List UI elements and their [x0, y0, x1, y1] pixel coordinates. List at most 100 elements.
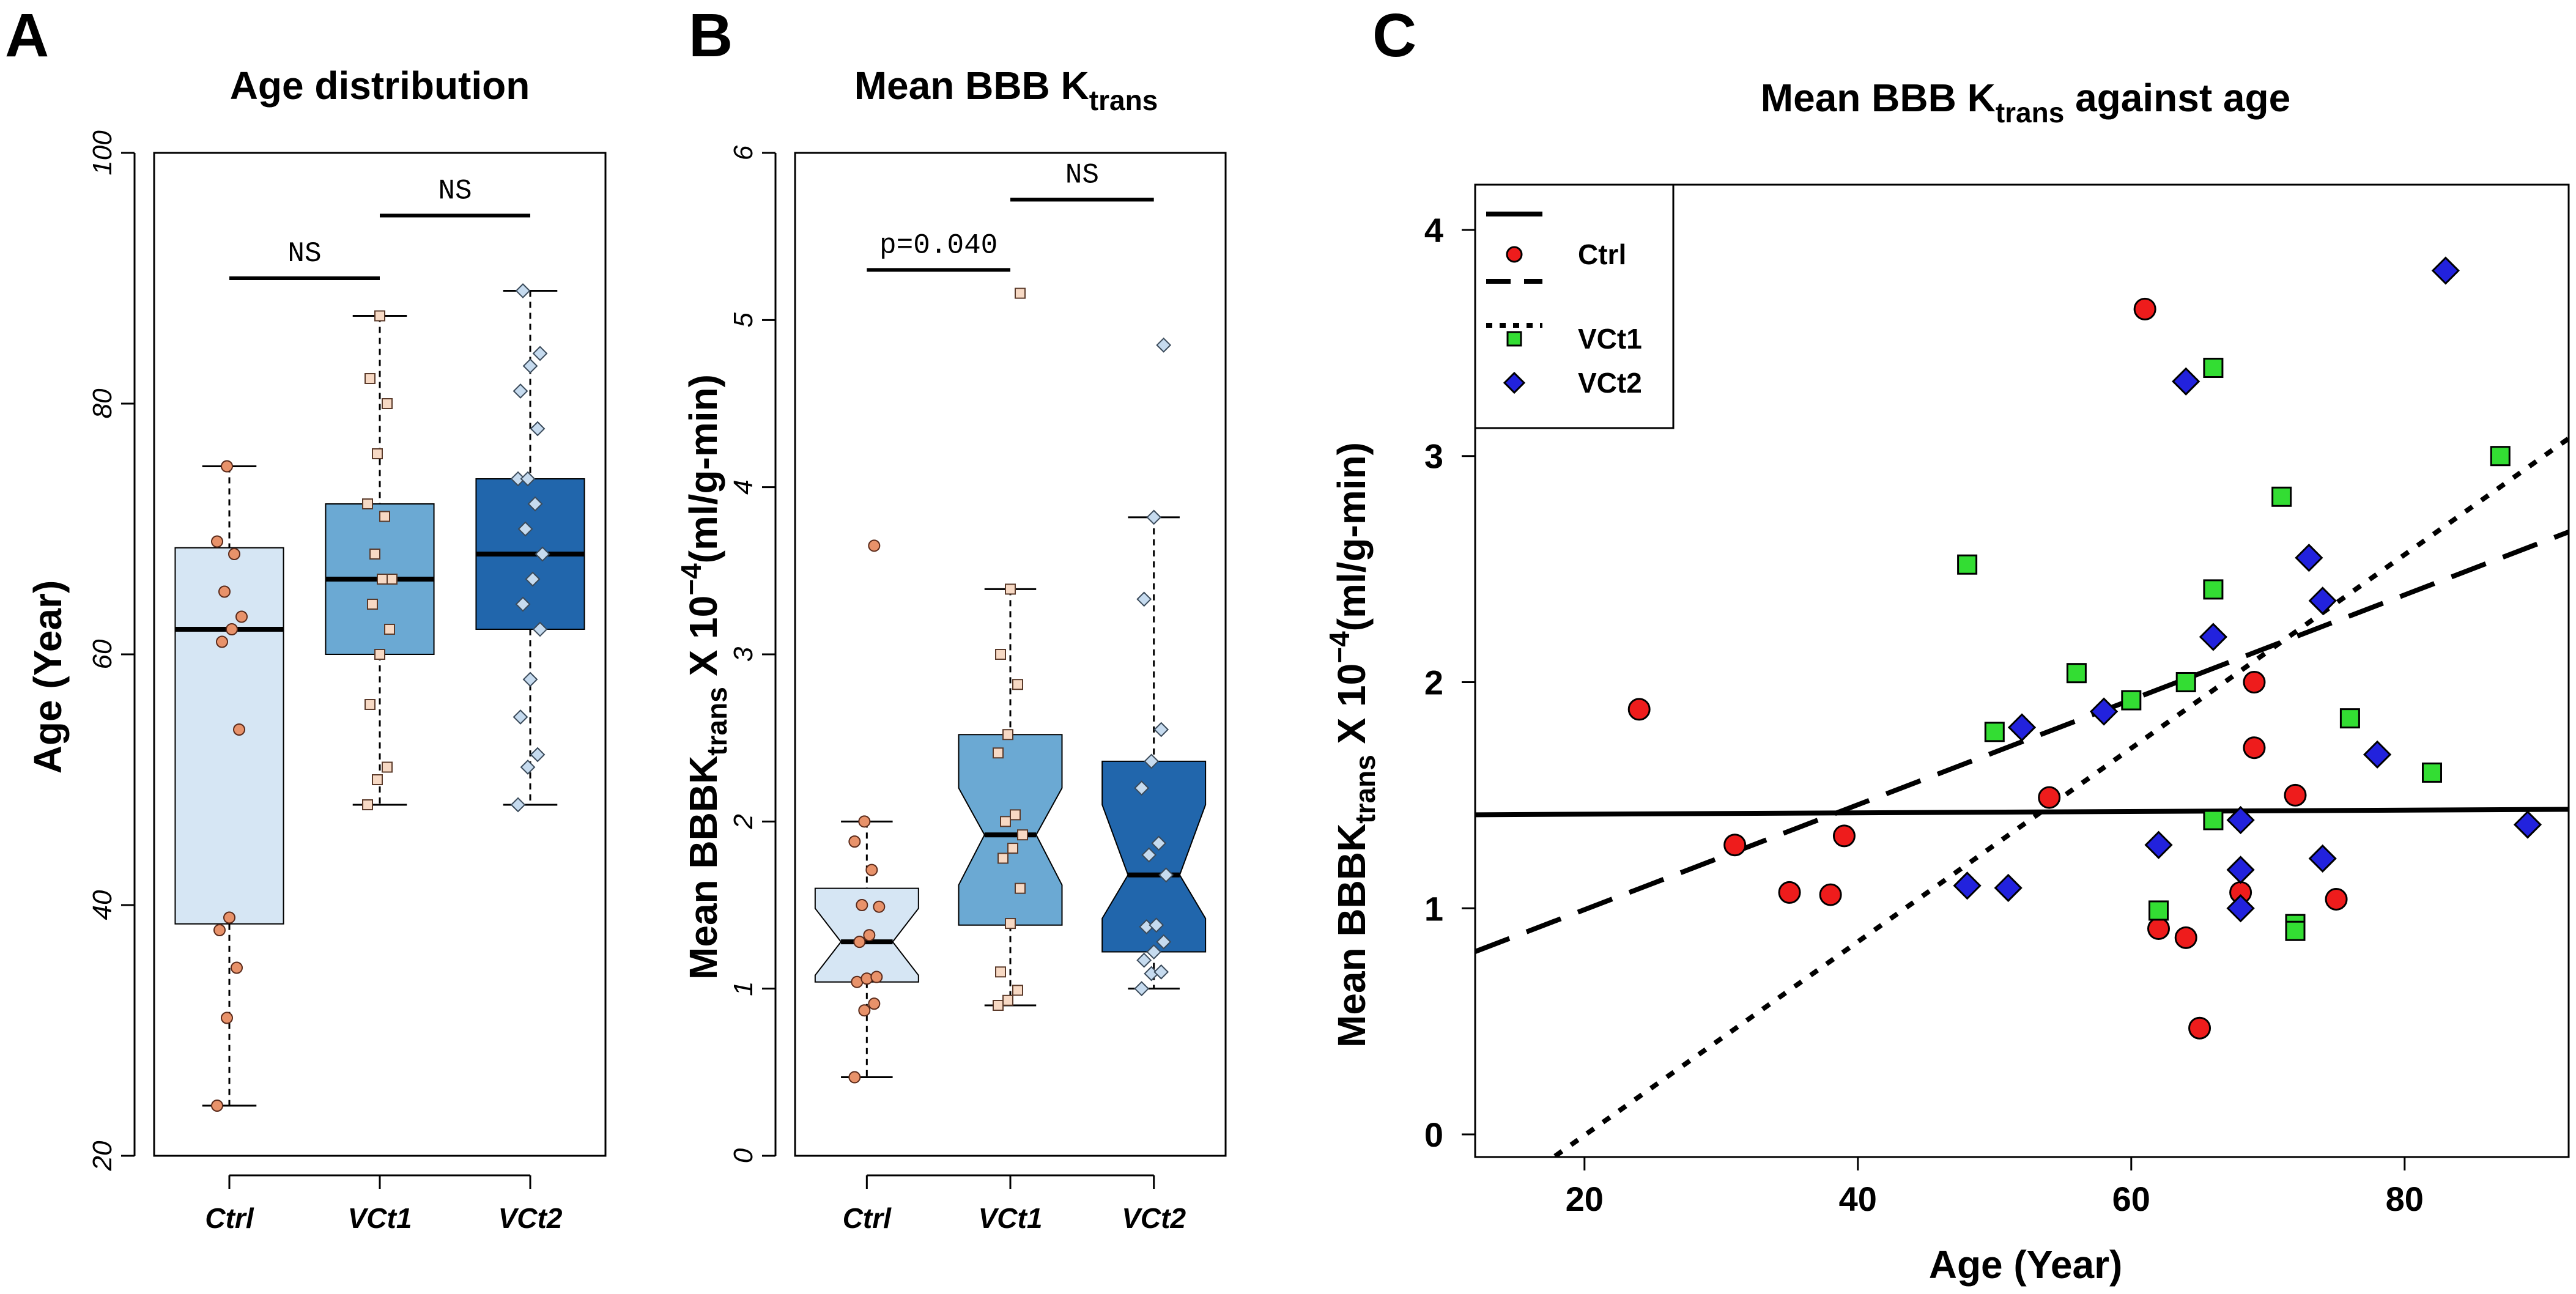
- panel-b-title-sub: trans: [1089, 84, 1158, 116]
- y-tick-label: 60: [87, 639, 117, 669]
- data-point: [365, 699, 376, 710]
- data-point-vct1: [2121, 690, 2142, 711]
- data-point: [1151, 835, 1167, 851]
- data-point-vct2: [2308, 844, 2337, 873]
- data-point: [517, 521, 533, 537]
- data-point: [1156, 337, 1172, 353]
- legend-label: VCt1: [1578, 323, 1642, 355]
- box-ctrl: [174, 547, 284, 925]
- y-tick-label: 3: [1424, 437, 1443, 476]
- data-point: [365, 373, 376, 384]
- data-point: [868, 997, 881, 1010]
- data-point-vct2: [2226, 894, 2255, 923]
- panel-letter-a: A: [5, 1, 49, 70]
- panel-letter-b: B: [689, 1, 733, 70]
- panel-b-plot-frame: [794, 152, 1227, 1157]
- y-tick-label: 0: [728, 1148, 758, 1163]
- data-point: [1005, 918, 1016, 930]
- data-point: [995, 649, 1006, 660]
- data-point: [1002, 994, 1013, 1006]
- data-point: [223, 911, 235, 924]
- data-point-ctrl: [2243, 736, 2266, 760]
- data-point-vct1: [2490, 446, 2511, 467]
- data-point: [858, 815, 871, 828]
- data-point: [861, 972, 873, 985]
- comparison-label: p=0.040: [879, 229, 997, 261]
- data-point: [515, 596, 531, 612]
- data-point: [532, 346, 548, 361]
- panel-b: Mean BBB Ktrans Mean BBBKtrans X 10−4(ml…: [675, 64, 1227, 1234]
- data-point: [848, 835, 861, 848]
- data-point: [848, 1071, 861, 1084]
- panel-a-plot-frame: [153, 152, 607, 1157]
- data-point: [1134, 981, 1150, 997]
- x-tick-label: 60: [2112, 1180, 2150, 1218]
- data-point-vct2: [2226, 856, 2255, 884]
- panel-b-ylabel: Mean BBBKtrans X 10−4(ml/g-min): [675, 374, 733, 980]
- data-point: [863, 929, 876, 942]
- data-point: [1136, 591, 1152, 607]
- data-point: [1141, 847, 1157, 863]
- data-point: [211, 535, 223, 548]
- data-point: [1000, 816, 1011, 827]
- data-point-ctrl: [2284, 783, 2307, 807]
- data-point-vct1: [2149, 900, 2169, 921]
- data-point: [870, 970, 883, 983]
- y-tick-label: 80: [87, 388, 117, 418]
- data-point: [226, 623, 238, 635]
- legend-box: [1474, 183, 1675, 429]
- y-tick-label: 2: [1424, 663, 1443, 701]
- data-point-ctrl: [1819, 883, 1842, 906]
- data-point: [233, 723, 245, 736]
- data-point-ctrl: [2243, 670, 2266, 693]
- data-point-vct1: [2203, 358, 2224, 379]
- data-point: [532, 621, 548, 637]
- data-point: [520, 760, 536, 775]
- data-point: [221, 1011, 233, 1024]
- category-label-vct1: VCt1: [348, 1202, 412, 1234]
- data-point: [530, 747, 546, 763]
- data-point: [522, 358, 538, 374]
- data-point-vct2: [2308, 586, 2337, 615]
- data-point-vct1: [2203, 810, 2224, 830]
- legend-label: VCt2: [1578, 367, 1642, 399]
- data-point: [997, 852, 1009, 864]
- data-point: [1015, 287, 1026, 299]
- data-point-ctrl: [2188, 1016, 2211, 1040]
- data-point: [377, 574, 388, 585]
- data-point: [858, 1004, 871, 1017]
- data-point: [369, 549, 380, 560]
- data-point-ctrl: [2147, 917, 2170, 941]
- data-point: [525, 571, 541, 587]
- data-point-vct2: [2144, 830, 2173, 859]
- data-point: [515, 283, 531, 298]
- panel-b-title: Mean BBB Ktrans: [854, 64, 1158, 116]
- data-point: [372, 448, 383, 459]
- data-point: [993, 747, 1004, 759]
- y-tick-label: 1: [1424, 889, 1443, 928]
- panel-c-ylabel-units: (ml/g-min): [1330, 442, 1374, 631]
- y-tick-label: 40: [87, 890, 117, 920]
- data-point-vct1: [2066, 663, 2087, 684]
- data-point: [1158, 867, 1174, 883]
- data-point: [520, 471, 536, 487]
- data-point: [522, 671, 538, 687]
- category-label-ctrl: Ctrl: [843, 1202, 892, 1234]
- category-label-ctrl: Ctrl: [205, 1202, 254, 1234]
- data-point-ctrl: [1778, 881, 1801, 904]
- data-point: [387, 574, 398, 585]
- data-point-vct2: [2431, 256, 2460, 285]
- data-point-vct1: [2175, 671, 2196, 692]
- data-point-vct2: [1994, 873, 2023, 903]
- data-point: [853, 936, 866, 948]
- data-point-vct2: [2199, 623, 2228, 651]
- y-tick-label: 2: [728, 814, 758, 829]
- data-point: [873, 900, 886, 913]
- data-point: [1136, 952, 1152, 968]
- data-point: [530, 421, 546, 437]
- data-point: [1134, 780, 1150, 796]
- fit-line-vct1: [1475, 530, 2569, 954]
- data-point: [1017, 829, 1028, 841]
- panel-b-ylabel-sup: −4: [675, 563, 707, 596]
